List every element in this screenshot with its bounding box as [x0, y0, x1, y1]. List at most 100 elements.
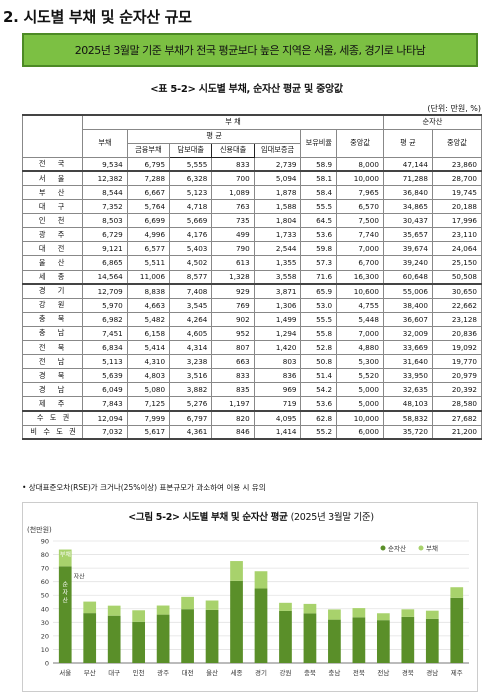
cell-credit: 1,197	[211, 396, 255, 412]
table-row: 인 천 8,503 6,699 5,669 735 1,804 64.5 7,500 30,43…	[21, 213, 483, 229]
cell-secured: 3,545	[169, 297, 213, 313]
cell-credit: 952	[211, 325, 255, 342]
cell-credit: 1,328	[211, 269, 255, 285]
cell-net-median: 21,200	[431, 424, 483, 441]
cell-net-avg: 39,674	[382, 241, 433, 257]
cell-median: 5,448	[336, 311, 384, 327]
header-deposit: 임대보증금	[253, 142, 302, 158]
y-tick-label: 0	[45, 660, 49, 668]
cell-debt: 5,113	[82, 354, 128, 370]
header-net-median: 중앙값	[431, 128, 483, 158]
bar-net-assets	[279, 610, 292, 663]
cell-deposit: 4,095	[253, 409, 302, 426]
bar-debt	[58, 549, 72, 567]
table-row: 경 북 5,639 4,803 3,516 833 836 51.4 5,520 33,950 2…	[21, 368, 483, 384]
chart-title-sub: (2025년 3월말 기준)	[290, 512, 374, 523]
cell-fin: 7,999	[126, 409, 171, 426]
cell-deposit: 3,558	[253, 269, 302, 285]
cell-net-median: 50,508	[431, 269, 483, 285]
bar-net-assets	[425, 618, 439, 663]
cell-net-median: 28,580	[431, 396, 483, 412]
bar-net-assets	[352, 617, 366, 663]
bar-net-assets	[107, 615, 121, 663]
cell-net-avg: 60,648	[382, 269, 433, 285]
cell-net-avg: 32,009	[382, 325, 433, 342]
cell-credit: 700	[211, 170, 255, 186]
header-ratio: 보유비율	[300, 128, 338, 158]
cell-net-avg: 36,607	[382, 311, 433, 327]
x-tick-label: 세종	[231, 668, 243, 677]
cell-deposit: 5,094	[253, 170, 302, 186]
cell-net-median: 20,979	[431, 368, 483, 384]
annotation-asset: 자산	[74, 572, 86, 580]
cell-secured: 4,502	[169, 255, 213, 271]
cell-credit: 807	[211, 339, 255, 356]
x-tick-label: 전북	[353, 668, 365, 677]
x-tick-label: 충북	[304, 668, 316, 677]
cell-credit: 790	[211, 241, 255, 257]
summary-highlight: 2025년 3월말 기준 부채가 전국 평균보다 높은 지역은 서울, 세종, …	[22, 33, 478, 67]
cell-secured: 8,577	[169, 269, 213, 285]
chart-title-main: <그림 5-2> 시도별 부채 및 순자산 평균	[128, 512, 288, 523]
cell-debt: 9,121	[82, 241, 128, 257]
cell-median: 7,500	[336, 213, 384, 229]
cell-debt: 7,352	[82, 199, 128, 215]
bar-debt	[425, 610, 439, 619]
cell-debt: 8,503	[82, 213, 128, 229]
cell-debt: 6,865	[82, 255, 128, 271]
cell-debt: 7,843	[82, 396, 128, 412]
cell-fin: 4,803	[126, 368, 171, 384]
cell-ratio: 53.6	[300, 396, 338, 412]
header-credit: 신용대출	[211, 142, 255, 158]
bar-net-assets	[230, 580, 243, 663]
cell-ratio: 52.8	[300, 339, 338, 356]
bar-debt	[376, 613, 390, 621]
x-tick-label: 제주	[451, 669, 463, 677]
cell-net-avg: 71,288	[382, 170, 433, 186]
cell-debt: 12,382	[82, 170, 128, 186]
cell-ratio: 50.8	[300, 354, 338, 370]
cell-ratio: 71.6	[300, 269, 338, 285]
cell-deposit: 1,499	[253, 311, 302, 327]
region-cell: 울 산	[21, 255, 84, 271]
x-tick-label: 경남	[426, 668, 438, 677]
cell-net-avg: 32,635	[382, 382, 433, 398]
bar-debt	[230, 561, 243, 581]
bar-chart: (천만원) 0 10 20 30 40 50 60 70 80 90 서울 부산 대구 인천 광주 대전 울산 세종…	[27, 525, 469, 677]
cell-ratio: 55.5	[300, 199, 338, 215]
table-row: 강 원 5,970 4,663 3,545 769 1,306 53.0 4,755 38,40…	[21, 297, 483, 313]
cell-median: 4,880	[336, 339, 384, 356]
region-cell: 수 도 권	[21, 409, 84, 426]
cell-fin: 4,663	[126, 297, 171, 313]
region-cell: 비 수 도 권	[21, 424, 84, 441]
region-cell: 광 주	[21, 227, 84, 243]
cell-net-median: 19,745	[431, 184, 483, 201]
bar-debt	[107, 605, 121, 616]
x-tick-label: 전남	[377, 668, 389, 677]
cell-net-median: 24,064	[431, 241, 483, 257]
cell-deposit: 719	[253, 396, 302, 412]
bar-debt	[83, 601, 97, 614]
y-tick-label: 40	[41, 605, 49, 613]
cell-credit: 820	[211, 409, 255, 426]
legend-net-swatch	[380, 545, 386, 551]
bar-net-assets	[328, 619, 341, 663]
cell-net-median: 19,092	[431, 339, 483, 356]
bar-net-assets	[156, 614, 170, 663]
cell-secured: 5,276	[169, 396, 213, 412]
region-cell: 경 기	[21, 283, 84, 299]
cell-net-avg: 39,240	[382, 255, 433, 271]
bar-net-assets	[181, 609, 194, 663]
cell-fin: 6,577	[126, 241, 171, 257]
cell-median: 7,000	[336, 325, 384, 342]
unit-note: (단위: 만원, %)	[427, 104, 481, 113]
cell-secured: 3,882	[169, 382, 213, 398]
region-cell: 제 주	[21, 396, 84, 412]
cell-secured: 7,408	[169, 283, 213, 299]
cell-debt: 6,834	[82, 339, 128, 356]
cell-net-avg: 34,865	[382, 199, 433, 215]
cell-fin: 5,764	[126, 199, 171, 215]
table-row: 서 울 12,382 7,288 6,328 700 5,094 58.1 10,000 71,…	[21, 170, 483, 186]
table-row: 광 주 6,729 4,996 4,176 499 1,733 53.6 7,740 35,65…	[21, 227, 483, 243]
table-row: 제 주 7,843 7,125 5,276 1,197 719 53.6 5,000 48,10…	[21, 396, 483, 412]
